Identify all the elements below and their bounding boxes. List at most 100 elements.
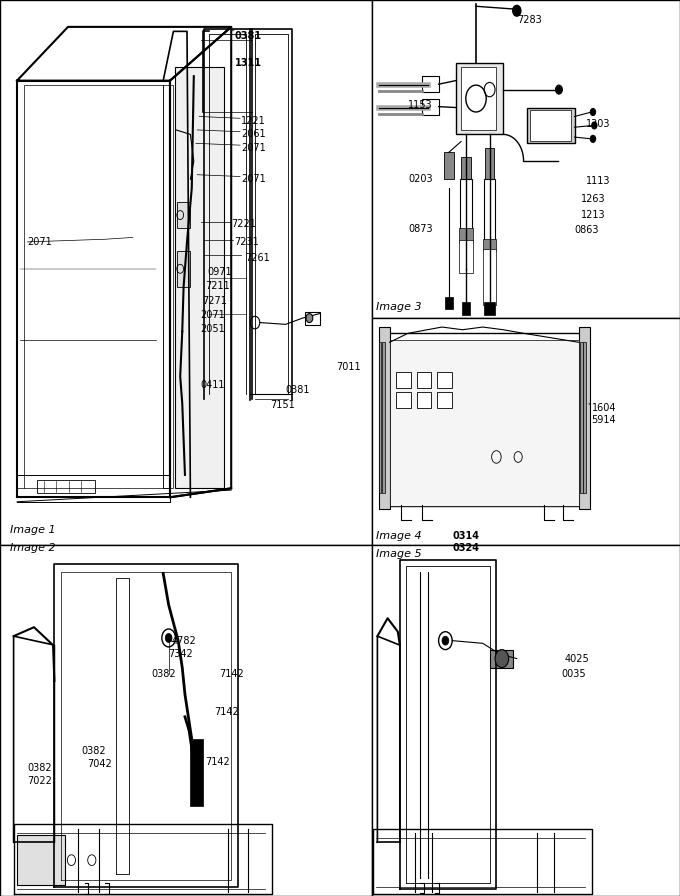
Text: 0382: 0382 [27,762,52,773]
Circle shape [495,650,509,668]
Text: 0411: 0411 [201,380,225,391]
Text: 7042: 7042 [87,759,112,770]
Text: 2061: 2061 [241,129,266,140]
Circle shape [442,636,449,645]
Text: 2071: 2071 [201,310,225,321]
Bar [390,340,579,506]
Bar [379,327,390,509]
Bar [372,0,680,318]
Bar [422,99,439,115]
Text: 0314: 0314 [452,530,479,541]
Bar [456,63,503,134]
Text: 0381: 0381 [235,30,262,41]
Bar [0,0,372,545]
Bar [177,202,190,228]
Bar [461,157,471,179]
Bar [459,240,473,273]
Text: 1113: 1113 [586,176,611,186]
Text: 2071: 2071 [27,237,52,247]
Text: 7022: 7022 [27,776,52,787]
Circle shape [556,85,562,94]
Text: 1303: 1303 [586,118,611,129]
Bar [460,179,472,233]
Bar [484,302,495,315]
Text: 0382: 0382 [82,745,106,756]
Text: 0324: 0324 [452,543,479,554]
Text: 7271: 7271 [203,296,228,306]
Circle shape [165,633,172,642]
Bar [527,108,575,143]
Text: 7261: 7261 [245,253,269,263]
Bar [37,480,95,493]
Bar [530,110,571,141]
Text: 4025: 4025 [564,653,589,664]
Text: 1604: 1604 [592,402,616,413]
Bar [417,372,431,388]
Text: 7011: 7011 [337,362,361,373]
Text: 1153: 1153 [408,99,432,110]
Text: 7142: 7142 [205,756,230,767]
Bar [190,739,203,806]
Bar [462,302,470,315]
Text: 0203: 0203 [408,174,432,185]
Circle shape [592,122,597,129]
Bar [396,392,411,408]
Text: Image 5: Image 5 [376,548,422,559]
Text: 1263: 1263 [581,194,606,204]
Circle shape [590,135,596,142]
Text: 0382: 0382 [151,668,175,679]
Bar [445,297,453,309]
Bar [0,545,372,896]
Circle shape [306,314,313,323]
Text: 7283: 7283 [517,14,541,25]
Bar [305,312,320,325]
Text: 2051: 2051 [201,323,225,334]
Bar [177,251,190,287]
Bar [372,545,680,896]
Text: 0873: 0873 [408,224,432,235]
Bar [580,342,583,493]
Text: 0971: 0971 [207,267,232,278]
Text: 4782: 4782 [171,635,196,646]
Text: 0035: 0035 [561,668,585,679]
Bar [444,152,454,179]
Text: 1213: 1213 [581,210,606,220]
Text: 7142: 7142 [219,668,243,679]
Bar [485,148,494,179]
Text: 5914: 5914 [592,415,616,426]
Text: 7151: 7151 [271,400,295,410]
Text: 7342: 7342 [169,649,193,659]
Bar [175,67,224,488]
Bar [417,392,431,408]
Bar [379,342,381,493]
Bar [490,650,513,668]
Text: Image 2: Image 2 [10,543,56,554]
Bar [396,372,411,388]
Circle shape [513,5,521,16]
Text: 7221: 7221 [231,219,256,229]
Text: 7142: 7142 [214,707,239,718]
Bar [437,372,452,388]
Bar [372,318,680,545]
Bar [384,333,585,506]
Bar [437,392,452,408]
Bar [422,76,439,92]
Circle shape [466,85,486,112]
Text: 0381: 0381 [286,384,310,395]
Bar [583,342,586,493]
Bar [483,249,496,305]
Text: Image 3: Image 3 [376,302,422,313]
Bar [17,835,65,885]
Text: 1221: 1221 [241,116,266,126]
Text: 2071: 2071 [241,142,266,153]
Circle shape [590,108,596,116]
Bar [579,327,590,509]
Text: Image 1: Image 1 [10,525,56,536]
Bar [382,342,385,493]
Text: 1311: 1311 [235,57,262,68]
Bar [461,67,496,130]
Bar [484,179,495,242]
Text: 7211: 7211 [205,280,230,291]
Text: 7231: 7231 [235,237,259,247]
Text: Image 4: Image 4 [376,530,422,541]
